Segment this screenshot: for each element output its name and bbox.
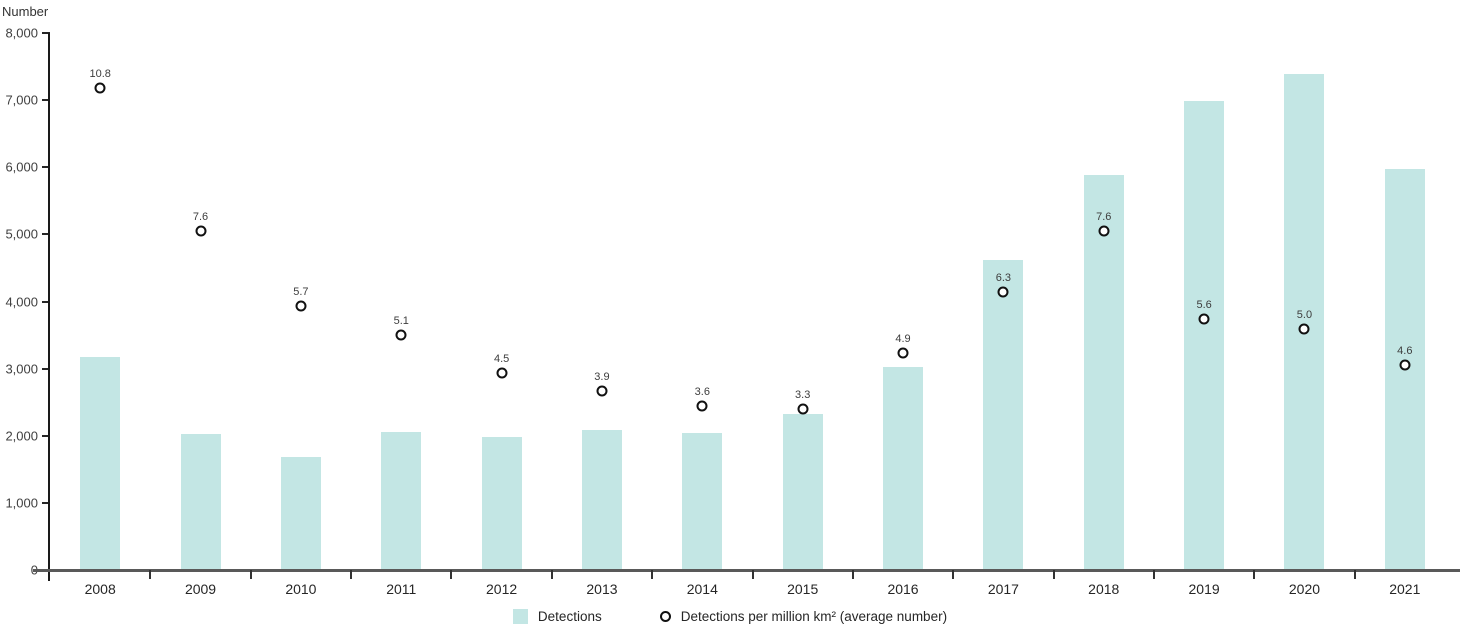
data-point-label-2011: 5.1 [393,315,409,328]
y-axis-tick [42,32,50,34]
data-point-label-2015: 3.3 [795,388,811,401]
x-axis-label-2012: 2012 [486,581,518,597]
y-axis-tick [42,501,50,504]
bar-2020 [1284,73,1325,570]
y-axis-tick-label: 8,000 [5,25,38,41]
data-point-marker-2016 [897,347,909,359]
y-axis-tick-label: 1,000 [5,495,38,511]
data-point-label-2018: 7.6 [1096,211,1112,224]
x-axis-tick [1052,570,1055,579]
data-point-label-2021: 4.6 [1397,345,1413,358]
x-axis-label-2015: 2015 [787,581,819,597]
bar-swatch-icon [512,608,528,624]
bar-2009 [180,433,221,570]
data-point-label-2008: 10.8 [89,68,111,81]
bar-2008 [80,356,121,570]
y-axis-tick [42,434,50,437]
y-axis-tick-label: 4,000 [5,294,38,309]
x-axis-tick [651,570,654,579]
y-axis-tick-label: 5,000 [5,226,38,242]
data-point-label-2009: 7.6 [192,211,209,224]
x-axis-tick [952,570,955,579]
x-axis-tick [851,570,854,579]
y-axis-line [48,33,50,581]
bar-2010 [280,456,321,570]
x-axis-tick [249,570,252,579]
y-axis-tick [42,233,50,236]
data-point-label-2016: 4.9 [895,333,911,346]
bar-2018 [1083,174,1124,570]
x-axis-label-2020: 2020 [1288,581,1321,597]
x-axis-label-2009: 2009 [184,581,217,597]
x-axis-label-2016: 2016 [887,581,919,597]
data-point-marker-2011 [395,329,407,341]
data-point-label-2010: 5.7 [293,285,309,298]
bar-2016 [883,366,924,570]
legend: Detections Detections per million km² (a… [0,602,1460,630]
x-axis-label-2018: 2018 [1088,581,1120,597]
y-axis-tick [42,367,50,370]
data-point-label-2019: 5.6 [1196,298,1212,311]
bar-2012 [481,437,522,570]
x-axis-label-2013: 2013 [586,581,618,597]
x-axis-label-2014: 2014 [686,581,718,597]
y-axis-tick [42,99,50,102]
data-point-marker-2013 [596,385,608,397]
legend-label-detections-per-million: Detections per million km² (average numb… [680,608,948,624]
x-axis-tick [1353,570,1356,579]
x-axis-label-2017: 2017 [987,581,1019,597]
bar-2017 [983,259,1024,570]
open-circle-icon [659,610,671,622]
y-axis-title: Number [2,4,49,19]
data-point-marker-2014 [696,400,708,412]
y-axis-tick-label: 2,000 [5,428,38,444]
data-point-marker-2021 [1399,359,1411,371]
x-axis-label-2021: 2021 [1389,581,1421,597]
data-point-marker-2018 [1098,225,1110,237]
data-point-marker-2008 [94,82,106,94]
x-axis-label-2011: 2011 [386,581,417,597]
data-point-label-2014: 3.6 [694,385,710,398]
y-axis-tick-label: 7,000 [5,92,38,108]
data-point-marker-2010 [295,300,307,312]
data-point-label-2017: 6.3 [995,272,1012,285]
x-axis-tick [1152,570,1155,579]
x-axis-tick [1253,570,1256,579]
data-point-marker-2019 [1198,313,1210,325]
x-axis-label-2010: 2010 [285,581,317,597]
y-axis-tick-label: 6,000 [5,159,38,175]
x-axis-line [33,569,1460,572]
x-axis-label-2019: 2019 [1188,581,1220,597]
data-point-marker-2009 [195,225,207,237]
data-point-marker-2015 [797,403,809,415]
data-point-marker-2020 [1298,323,1310,335]
y-axis-tick [42,166,50,169]
x-axis-label-2008: 2008 [84,581,116,597]
x-axis-tick [149,570,152,579]
legend-label-detections: Detections [537,608,602,624]
x-axis-tick [450,570,453,579]
x-axis-tick [751,570,754,579]
bar-2015 [782,414,823,570]
x-axis-tick [350,570,353,579]
legend-item-detections-per-million: Detections per million km² (average numb… [659,608,948,624]
bar-2013 [581,429,622,570]
data-point-marker-2012 [496,367,508,379]
bar-2019 [1184,100,1225,570]
data-point-marker-2017 [997,286,1009,298]
data-point-label-2013: 3.9 [594,370,610,383]
bar-2011 [381,431,422,570]
data-point-label-2020: 5.0 [1296,309,1313,322]
y-axis-tick [42,300,50,303]
legend-item-detections: Detections [512,608,602,624]
data-point-label-2012: 4.5 [493,352,510,365]
bar-2014 [682,433,723,570]
x-axis-tick [550,570,553,579]
y-axis-tick-label: 3,000 [5,361,38,377]
